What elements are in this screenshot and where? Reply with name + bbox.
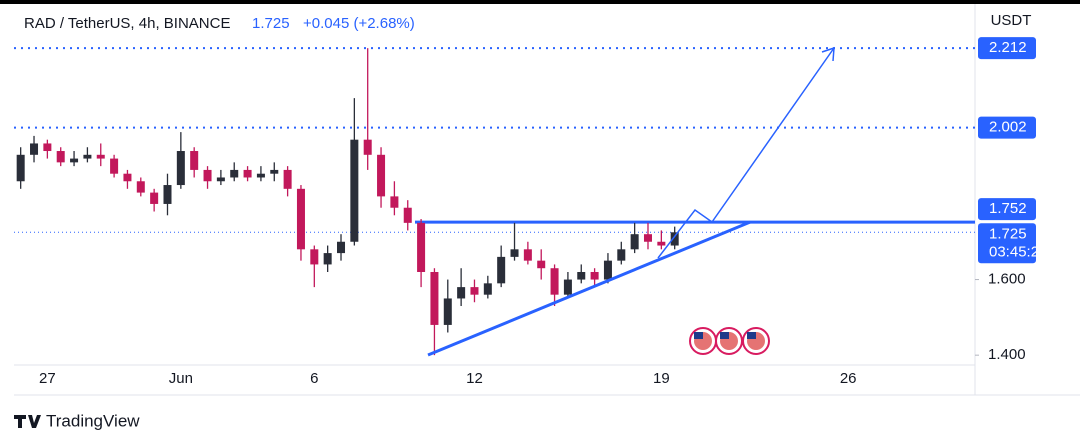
x-tick-label: 27 (39, 370, 56, 387)
candle-body (363, 139, 372, 155)
candle-body (443, 298, 452, 325)
brand-name: TradingView (46, 411, 140, 430)
candle-body (377, 154, 386, 197)
candle-body (283, 169, 292, 189)
candle-body (657, 241, 666, 246)
candle-body (510, 249, 519, 257)
candle-body (537, 260, 546, 269)
candle-body (56, 151, 65, 163)
candle-body (163, 185, 172, 204)
candle-body (470, 287, 479, 295)
candle-body (296, 188, 305, 250)
candle-body (136, 181, 145, 193)
candle-body (270, 169, 279, 174)
last-price-label: 1.725 (989, 225, 1027, 242)
candle-body (550, 268, 559, 295)
candle-body (630, 234, 639, 250)
candle-body (457, 287, 466, 299)
countdown: 03:45:20 (989, 243, 1047, 260)
candle-body (203, 169, 212, 182)
candle-body (230, 169, 239, 178)
candle-body (110, 158, 119, 174)
y-tick-label: 1.400 (988, 346, 1026, 363)
candle-body (176, 151, 185, 186)
candle-body (590, 271, 599, 280)
candle-body (603, 260, 612, 280)
level-box (978, 116, 1036, 139)
level-label: 2.002 (989, 119, 1027, 136)
symbol-title: RAD / TetherUS, 4h, BINANCE (24, 15, 230, 32)
candle-body (497, 256, 506, 284)
event-flags (689, 327, 770, 355)
candle-body (16, 154, 25, 182)
candle-body (70, 158, 79, 163)
candle-body (403, 207, 412, 223)
candle-body (83, 154, 92, 159)
candle-body (483, 283, 492, 295)
candle-body (577, 271, 586, 280)
candle-body (243, 169, 252, 178)
support-line (427, 220, 751, 357)
candle-body (216, 177, 225, 182)
resistance-box (978, 198, 1036, 221)
candle-body (643, 234, 652, 242)
level-label: 2.212 (989, 39, 1027, 56)
candle-body (670, 232, 679, 246)
x-tick-label: 12 (466, 370, 483, 387)
candle-body (30, 143, 39, 155)
last-price-box (978, 223, 1036, 264)
candle-body (417, 222, 426, 272)
candle-body (323, 253, 332, 265)
candle-body (150, 192, 159, 204)
candle-body (96, 154, 105, 159)
candle-body (337, 241, 346, 254)
x-tick-label: Jun (169, 370, 193, 387)
plot-area (14, 46, 975, 357)
x-tick-label: 6 (310, 370, 318, 387)
candle-body (617, 249, 626, 261)
candle-body (563, 279, 572, 295)
candle-body (123, 173, 132, 182)
candle-body (190, 151, 199, 170)
candle-body (430, 271, 439, 325)
level-box (978, 37, 1036, 60)
candle-body (523, 249, 532, 261)
candle-body (256, 173, 265, 178)
price-change: +0.045 (+2.68%) (303, 15, 415, 32)
y-tick-label: 1.600 (988, 271, 1026, 288)
resistance-label: 1.752 (989, 200, 1027, 217)
projection-arrow (657, 47, 835, 259)
tradingview-logo: TradingView (14, 411, 140, 430)
candle-body (350, 139, 359, 242)
candle-body (43, 143, 52, 152)
x-tick-label: 26 (840, 370, 857, 387)
currency-label: USDT (991, 12, 1032, 29)
last-price: 1.725 (252, 15, 290, 32)
candle-body (310, 249, 319, 265)
arrow-head (821, 46, 835, 62)
x-tick-label: 19 (653, 370, 670, 387)
top-bar (0, 0, 1080, 4)
candle-body (390, 196, 399, 208)
